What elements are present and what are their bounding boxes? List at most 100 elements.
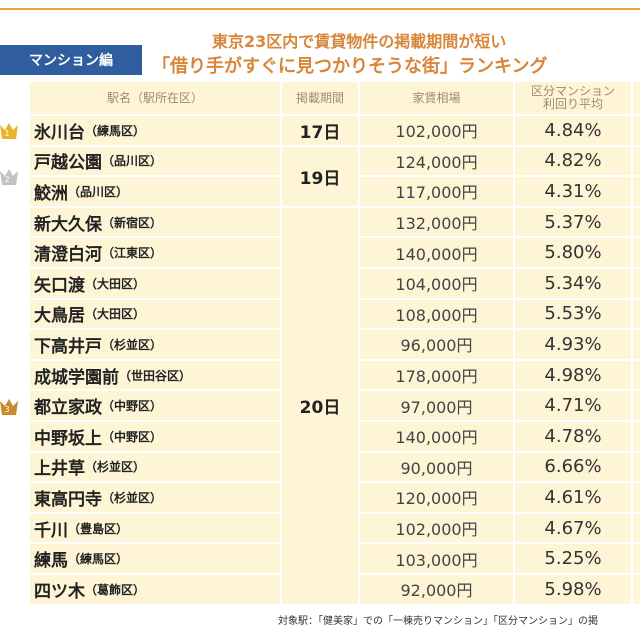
extra-cell bbox=[633, 238, 640, 269]
extra-cell bbox=[633, 207, 640, 239]
ward-name: （豊島区） bbox=[68, 521, 129, 536]
rent-cell: 117,000円 bbox=[360, 177, 515, 208]
yield-cell: 5.80% bbox=[515, 238, 633, 269]
extra-cell bbox=[633, 360, 640, 392]
extra-cell bbox=[633, 330, 640, 361]
station-name: 氷川台 bbox=[34, 122, 85, 143]
yield-cell: 5.37% bbox=[515, 207, 633, 239]
station-name: 戸越公園 bbox=[34, 153, 102, 174]
extra-cell bbox=[633, 177, 640, 208]
extra-cell bbox=[633, 116, 640, 147]
station-name: 東高円寺 bbox=[34, 489, 102, 510]
rent-cell: 140,000円 bbox=[360, 238, 515, 269]
station-name: 新大久保 bbox=[34, 214, 102, 235]
station-cell: 大鳥居 （大田区） bbox=[30, 299, 282, 331]
station-cell: 東高円寺 （杉並区） bbox=[30, 483, 282, 514]
station-name: 中野坂上 bbox=[34, 428, 102, 449]
yield-cell: 4.82% bbox=[515, 146, 633, 178]
rent-cell: 124,000円 bbox=[360, 146, 515, 178]
rent-cell: 90,000円 bbox=[360, 452, 515, 484]
station-name: 千川 bbox=[34, 520, 68, 541]
station-cell: 都立家政 （中野区） bbox=[30, 391, 282, 422]
station-name: 矢口渡 bbox=[34, 275, 85, 296]
rent-cell: 97,000円 bbox=[360, 391, 515, 422]
station-name: 清澄白河 bbox=[34, 245, 102, 266]
extra-cell bbox=[633, 452, 640, 484]
ward-name: （杉並区） bbox=[102, 490, 163, 505]
title-line1: 東京23区内で賃貸物件の掲載期間が短い bbox=[212, 32, 507, 51]
extra-cell bbox=[633, 391, 640, 422]
ward-name: （練馬区） bbox=[85, 123, 146, 138]
extra-cell bbox=[633, 544, 640, 575]
rent-header: 家賃相場 bbox=[360, 82, 515, 116]
rank-number: 3 bbox=[4, 404, 10, 414]
rank-badge bbox=[0, 397, 18, 417]
station-cell: 上井草 （杉並区） bbox=[30, 452, 282, 484]
extra-col bbox=[633, 82, 640, 116]
ward-name: （世田谷区） bbox=[119, 368, 192, 383]
station-name: 成城学園前 bbox=[34, 367, 119, 388]
station-cell: 千川 （豊島区） bbox=[30, 513, 282, 545]
station-name: 都立家政 bbox=[34, 398, 102, 419]
yield-cell: 4.78% bbox=[515, 422, 633, 453]
station-name: 下高井戸 bbox=[34, 336, 102, 357]
station-cell: 矢口渡 （大田区） bbox=[30, 269, 282, 300]
yield-cell: 5.53% bbox=[515, 299, 633, 331]
yield-cell: 5.34% bbox=[515, 269, 633, 300]
station-cell: 清澄白河 （江東区） bbox=[30, 238, 282, 269]
category-badge: マンション編 bbox=[0, 45, 142, 75]
yield-cell: 5.25% bbox=[515, 544, 633, 575]
ward-name: （中野区） bbox=[102, 399, 163, 414]
rent-cell: 103,000円 bbox=[360, 544, 515, 575]
station-name: 鮫洲 bbox=[34, 183, 68, 204]
rent-cell: 104,000円 bbox=[360, 269, 515, 300]
yield-cell: 4.84% bbox=[515, 116, 633, 147]
rent-cell: 92,000円 bbox=[360, 575, 515, 606]
station-cell: 成城学園前 （世田谷区） bbox=[30, 360, 282, 392]
station-cell: 四ツ木 （葛飾区） bbox=[30, 575, 282, 606]
period-header: 掲載期間 bbox=[282, 82, 360, 116]
ward-name: （品川区） bbox=[68, 184, 129, 199]
yield-cell: 4.61% bbox=[515, 483, 633, 514]
yield-cell: 4.67% bbox=[515, 513, 633, 545]
top-rule bbox=[0, 8, 640, 10]
extra-cell bbox=[633, 575, 640, 606]
station-name: 上井草 bbox=[34, 459, 85, 480]
ward-name: （新宿区） bbox=[102, 215, 163, 230]
ward-name: （品川区） bbox=[102, 154, 163, 169]
period-cell: 17日 bbox=[282, 116, 360, 147]
yield-cell: 5.98% bbox=[515, 575, 633, 606]
station-name: 四ツ木 bbox=[34, 581, 85, 602]
station-name: 大鳥居 bbox=[34, 306, 85, 327]
ward-name: （江東区） bbox=[102, 246, 163, 261]
station-cell: 下高井戸 （杉並区） bbox=[30, 330, 282, 361]
ward-name: （中野区） bbox=[102, 429, 163, 444]
footer-note: 対象駅：「健美家」での「一棟売りマンション」「区分マンション」の掲 bbox=[278, 616, 598, 627]
extra-cell bbox=[633, 422, 640, 453]
extra-cell bbox=[633, 483, 640, 514]
station-header: 駅名（駅所在区） bbox=[30, 82, 282, 116]
station-cell: 鮫洲 （品川区） bbox=[30, 177, 282, 208]
ward-name: （杉並区） bbox=[102, 337, 163, 352]
station-name: 練馬 bbox=[34, 551, 68, 572]
ward-name: （葛飾区） bbox=[85, 582, 146, 597]
rank-badge bbox=[0, 121, 18, 141]
station-cell: 新大久保 （新宿区） bbox=[30, 207, 282, 239]
rent-cell: 120,000円 bbox=[360, 483, 515, 514]
station-cell: 練馬 （練馬区） bbox=[30, 544, 282, 575]
ward-name: （大田区） bbox=[85, 276, 146, 291]
extra-cell bbox=[633, 269, 640, 300]
yield-header: 区分マンション 利回り平均 bbox=[515, 82, 633, 116]
rent-cell: 102,000円 bbox=[360, 513, 515, 545]
rank-number: 1 bbox=[4, 129, 10, 139]
ward-name: （大田区） bbox=[85, 307, 146, 322]
extra-cell bbox=[633, 299, 640, 331]
station-cell: 氷川台 （練馬区） bbox=[30, 116, 282, 147]
yield-cell: 4.31% bbox=[515, 177, 633, 208]
title-line2: 「借り手がすぐに見つかりそうな街」ランキング bbox=[152, 56, 548, 77]
table: 駅名（駅所在区） 掲載期間 家賃相場 区分マンション 利回り平均 1 17日 氷川台 （練馬区… bbox=[0, 82, 640, 607]
rent-cell: 132,000円 bbox=[360, 207, 515, 239]
rent-cell: 96,000円 bbox=[360, 330, 515, 361]
rent-cell: 102,000円 bbox=[360, 116, 515, 147]
